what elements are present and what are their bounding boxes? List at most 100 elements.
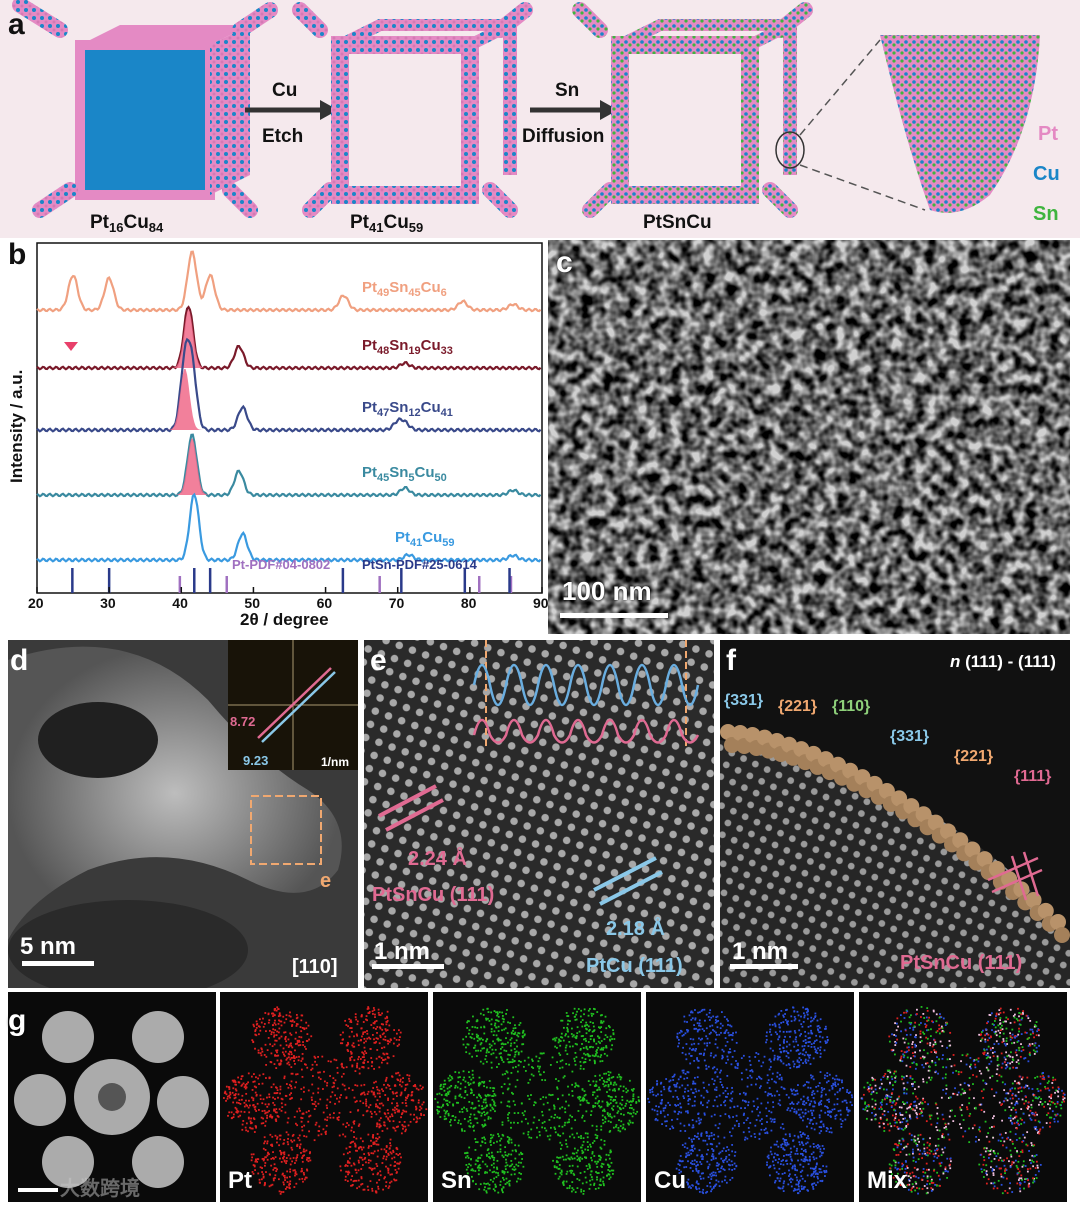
eds-dot xyxy=(1033,1177,1035,1180)
eds-dot xyxy=(678,1086,681,1089)
eds-dot xyxy=(524,1110,526,1113)
eds-dot xyxy=(867,1087,870,1090)
eds-dot xyxy=(469,1164,472,1167)
eds-dot xyxy=(823,1170,826,1172)
eds-dot xyxy=(562,1132,565,1135)
eds-dot xyxy=(937,1138,940,1140)
eds-dot xyxy=(556,1087,559,1090)
xrd-tick-label-0: 20 xyxy=(28,595,44,611)
eds-dot xyxy=(599,1088,601,1091)
eds-dot xyxy=(383,1177,386,1180)
eds-dot xyxy=(393,1084,396,1087)
facet-label-4: {221} xyxy=(954,748,994,765)
eds-dot xyxy=(807,1099,810,1102)
eds-dot xyxy=(619,1102,622,1105)
eds-dot xyxy=(800,1108,803,1111)
eds-dot xyxy=(797,1180,800,1183)
eds-dot xyxy=(286,1170,289,1173)
eds-dot xyxy=(520,1153,523,1156)
eds-dot xyxy=(689,1038,692,1040)
eds-dot xyxy=(265,1030,267,1033)
eds-dot xyxy=(649,1089,652,1091)
eds-dot xyxy=(679,1102,682,1105)
eds-dot xyxy=(493,1166,495,1169)
eds-dot xyxy=(922,1138,925,1141)
eds-dot xyxy=(283,1021,286,1024)
eds-dot xyxy=(807,1081,810,1084)
eds-dot xyxy=(1005,1169,1008,1171)
eds-dot xyxy=(228,1088,231,1090)
eds-dot xyxy=(830,1085,833,1087)
eds-dot xyxy=(892,1159,895,1162)
eds-dot xyxy=(942,1151,945,1154)
eds-dot xyxy=(603,1140,606,1142)
eds-dot xyxy=(808,1056,811,1059)
eds-dot xyxy=(605,1158,607,1161)
eds-dot xyxy=(796,1089,798,1092)
eds-dot xyxy=(562,1039,565,1042)
eds-dot xyxy=(262,1017,264,1020)
eds-dot xyxy=(694,1088,697,1091)
eds-dot xyxy=(778,1179,781,1182)
eds-dot xyxy=(1031,1088,1034,1090)
eds-dot xyxy=(990,1160,993,1163)
eds-dot xyxy=(784,1013,786,1015)
eds-dot xyxy=(701,1028,704,1031)
eds-dot xyxy=(355,1033,358,1036)
eds-dot xyxy=(804,1158,807,1161)
eds-dot xyxy=(385,1076,388,1079)
eds-dot xyxy=(397,1125,399,1128)
eds-dot xyxy=(581,1043,583,1045)
eds-dot xyxy=(503,1172,506,1175)
eds-dot xyxy=(290,1146,293,1149)
eds-dot xyxy=(769,1066,772,1068)
eds-dot xyxy=(598,1183,601,1186)
eds-dot xyxy=(882,1076,885,1078)
eds-dot xyxy=(602,1182,605,1185)
eds-dot xyxy=(718,1185,721,1187)
eds-dot xyxy=(784,1141,786,1144)
eds-dot xyxy=(247,1116,250,1119)
eds-dot xyxy=(702,1192,705,1195)
eds-dot xyxy=(674,1089,677,1092)
eds-dot xyxy=(794,1173,797,1176)
eds-dot xyxy=(634,1112,637,1115)
eds-dot xyxy=(817,1102,820,1105)
eds-dot xyxy=(506,1154,509,1157)
eds-dot xyxy=(980,1031,983,1033)
eds-dot xyxy=(288,1083,291,1086)
eds-dot xyxy=(497,1174,500,1177)
eds-dot xyxy=(467,1043,470,1046)
eds-dot xyxy=(1036,1050,1039,1053)
eds-dot xyxy=(901,1165,904,1168)
eds-dot xyxy=(489,1117,492,1120)
eds-dot xyxy=(679,1160,682,1162)
eds-dot xyxy=(520,1120,523,1123)
eds-dot xyxy=(705,1191,707,1194)
eds-dot xyxy=(360,1156,363,1159)
eds-dot xyxy=(809,1167,812,1170)
eds-dot xyxy=(496,1159,499,1162)
eds-dot xyxy=(248,1099,250,1102)
eds-dot xyxy=(702,1081,705,1084)
eds-dot xyxy=(346,1161,349,1164)
eds-dot xyxy=(346,1152,349,1155)
eds-dot xyxy=(617,1129,620,1132)
eds-dot xyxy=(334,1102,336,1105)
eds-dot xyxy=(404,1087,407,1090)
eds-dot xyxy=(598,1074,601,1077)
eds-dot xyxy=(517,1035,520,1038)
eds-dot xyxy=(438,1110,440,1113)
eds-dot xyxy=(557,1097,560,1100)
eds-dot xyxy=(476,1121,479,1124)
eds-dot xyxy=(769,1028,772,1031)
eds-dot xyxy=(306,1168,308,1171)
eds-dot xyxy=(370,1112,373,1115)
eds-dot xyxy=(317,1071,320,1074)
eds-dot xyxy=(783,1149,786,1151)
eds-dot xyxy=(598,1100,601,1102)
eds-dot xyxy=(845,1108,848,1111)
eds-dot xyxy=(539,1065,541,1068)
eds-dot xyxy=(731,1090,734,1093)
pt41cu59-model xyxy=(292,2,533,218)
